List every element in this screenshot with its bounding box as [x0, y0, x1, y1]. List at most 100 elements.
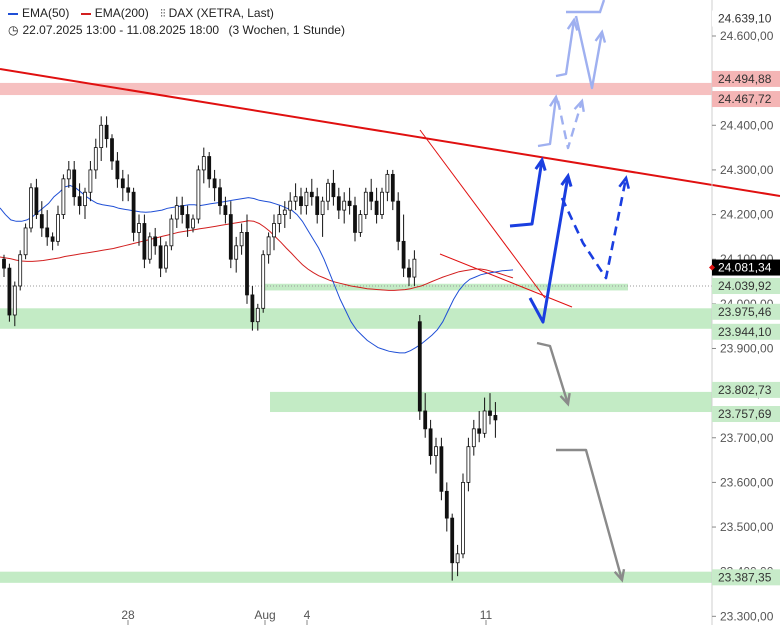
arrow-up-3-head — [618, 175, 631, 189]
zone-support — [0, 571, 712, 583]
arrow-faded-1 — [537, 96, 558, 148]
candle-body — [407, 267, 411, 278]
y-tick-label: 24.400,00 — [720, 118, 774, 132]
ema50-swatch — [8, 12, 18, 15]
candle-body — [131, 191, 136, 233]
price-label-bg — [712, 381, 780, 398]
arrow-up-1 — [509, 159, 544, 228]
arrows-layer — [509, 0, 631, 583]
candle-body — [261, 254, 266, 309]
candle-body — [412, 258, 417, 278]
candle-body — [153, 236, 158, 247]
x-tick-label: 28 — [121, 608, 135, 622]
candle-body — [72, 169, 77, 198]
y-tick-label: 23.300,00 — [720, 609, 774, 623]
candle-body — [34, 187, 39, 215]
candle-body — [493, 415, 498, 421]
candle-body — [196, 169, 201, 220]
price-label: 23.944,10 — [718, 325, 772, 339]
candle-body — [191, 218, 195, 229]
legend-ema200[interactable]: EMA(200) — [80, 6, 152, 20]
candle-body — [169, 218, 174, 247]
trendline-short-2 — [439, 253, 573, 308]
candle-body — [174, 205, 179, 220]
x-tick-label: 4 — [304, 608, 311, 622]
candle-body — [23, 227, 28, 256]
candle-body — [455, 553, 460, 564]
arrow-down-1 — [536, 341, 570, 405]
price-label: 23.975,46 — [718, 305, 772, 319]
ema50-label: EMA(50) — [22, 6, 70, 20]
candle-body — [363, 191, 368, 215]
zone-support — [270, 391, 712, 413]
candle-body — [450, 517, 455, 564]
candle-body — [401, 240, 406, 269]
candle-body — [439, 446, 444, 492]
candle-body — [358, 214, 363, 233]
legend-row-series: EMA(50) EMA(200) ⫶⫶ DAX (XETRA, Last) — [8, 5, 345, 22]
y-tick-label: 24.300,00 — [720, 163, 774, 177]
candle-body — [88, 169, 93, 193]
candle-body — [2, 258, 6, 269]
price-label-bg — [712, 278, 780, 295]
arrow-faded-2-head — [573, 98, 585, 113]
candle-body — [83, 191, 87, 207]
candle-body — [239, 232, 244, 247]
candle-body — [12, 285, 17, 316]
zones-layer — [0, 82, 712, 583]
candle-body — [50, 236, 55, 242]
arrow-up-2 — [528, 175, 570, 324]
candle-body — [288, 200, 293, 211]
candle-body — [207, 156, 212, 180]
arrow-faded-2 — [556, 100, 584, 150]
candle-body — [39, 214, 44, 229]
date-range: 22.07.2025 13:00 - 11.08.2025 18:00 — [22, 23, 220, 37]
candle-body — [326, 182, 330, 202]
candle-body — [282, 209, 287, 215]
arrow-faded-4 — [574, 15, 604, 90]
candle-body — [331, 182, 336, 198]
ema200-swatch — [80, 12, 91, 15]
candles-layer — [2, 116, 498, 581]
y-tick-label: 23.500,00 — [720, 520, 774, 534]
zone-support — [265, 283, 628, 291]
candle-body — [61, 178, 66, 215]
arrow-faded-3-head — [566, 17, 579, 31]
candle-body — [385, 173, 390, 193]
candle-body — [29, 187, 33, 229]
instrument-label: DAX (XETRA, Last) — [168, 6, 274, 20]
candle-body — [104, 124, 109, 140]
arrow-down-2-head — [613, 568, 626, 583]
candle-body — [315, 196, 320, 215]
candle-body — [353, 205, 357, 233]
candle-body — [147, 236, 152, 260]
zone-support — [0, 308, 712, 329]
candle-body — [250, 294, 255, 323]
candle-body — [272, 223, 276, 238]
candle-body — [309, 191, 314, 198]
candle-body — [423, 410, 428, 430]
price-label: 24.039,92 — [718, 279, 772, 293]
candle-body — [477, 428, 482, 434]
price-label: 23.802,73 — [718, 383, 772, 397]
arrow-up-2-head — [560, 172, 573, 187]
candle-body — [245, 232, 249, 296]
price-label-bg — [712, 406, 780, 423]
candle-body — [320, 200, 325, 215]
candle-body — [255, 307, 260, 323]
candle-body — [164, 245, 168, 269]
candle-body — [77, 196, 82, 207]
y-tick-label: 24.600,00 — [720, 29, 774, 43]
price-label: 24.081,34 — [718, 261, 772, 275]
arrow-down-2 — [556, 448, 624, 581]
legend-instrument[interactable]: ⫶⫶ DAX (XETRA, Last) — [160, 6, 274, 20]
y-tick-label: 24.200,00 — [720, 208, 774, 222]
candle-body — [99, 124, 104, 148]
legend-ema50[interactable]: EMA(50) — [8, 6, 73, 20]
candle-body — [180, 205, 185, 215]
arrow-up-1-head — [534, 156, 547, 171]
candle-body — [142, 223, 147, 260]
candle-body — [417, 321, 422, 412]
candle-body — [428, 428, 433, 457]
